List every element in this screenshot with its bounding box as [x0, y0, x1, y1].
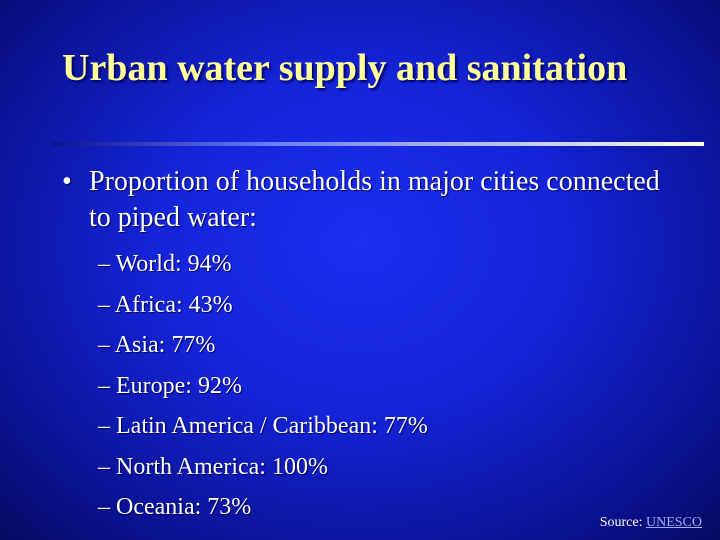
source-note: Source: UNESCO [600, 514, 702, 532]
list-item: – Asia: 77% [98, 332, 216, 358]
source-label: Source: [599, 515, 643, 530]
main-bullet: • Proportion of households in major citi… [62, 164, 672, 236]
region-list: – World: 94% – Africa: 43% – Asia: 77% –… [98, 244, 428, 528]
list-item: – Africa: 43% [98, 291, 233, 318]
source-link[interactable]: UNESCO [645, 515, 702, 530]
list-item: – Oceania: 73% [98, 494, 252, 520]
bullet-text: Proportion of households in major cities… [89, 166, 660, 233]
list-item: – Latin America / Caribbean: 77% [98, 413, 428, 439]
list-item: – World: 94% [98, 251, 232, 277]
list-item: – Europe: 92% [98, 372, 242, 399]
title-divider [52, 142, 704, 146]
list-item: – North America: 100% [98, 453, 328, 480]
bullet-dot: • [62, 166, 72, 197]
slide-title: Urban water supply and sanitation [62, 47, 628, 89]
